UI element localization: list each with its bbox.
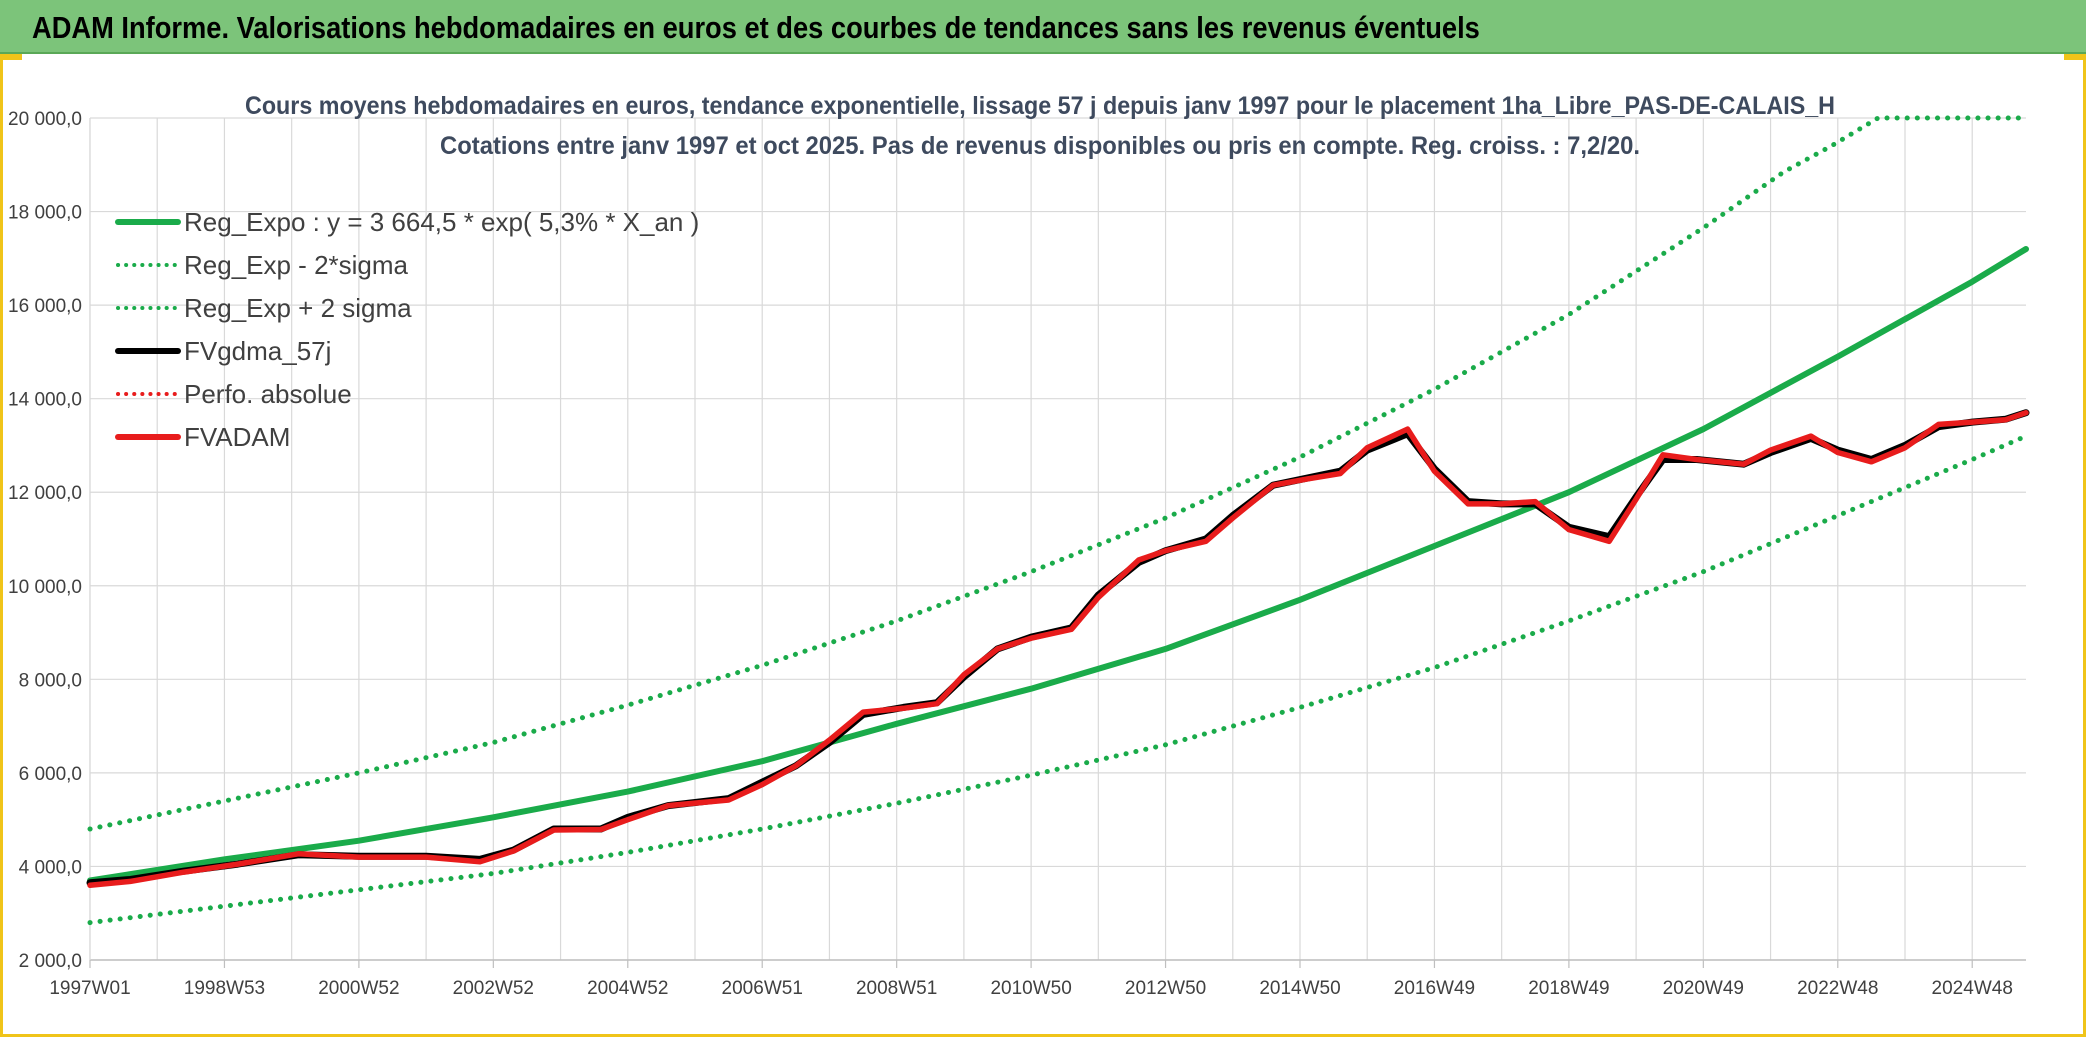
y-tick-label-5: 12 000,0 (8, 483, 82, 504)
frame-corner-right (2064, 54, 2086, 60)
title-banner: ADAM Informe. Valorisations hebdomadaire… (0, 0, 2086, 54)
chart-titles: Cours moyens hebdomadaires en euros, ten… (245, 92, 1835, 160)
banner-title: ADAM Informe. Valorisations hebdomadaire… (32, 10, 1480, 45)
legend-label-0: Reg_Expo : y = 3 664,5 * exp( 5,3% * X_a… (184, 207, 699, 237)
chart-frame (0, 54, 2086, 1037)
x-tick-label-13: 2022W48 (1797, 978, 1878, 999)
y-tick-label-2: 6 000,0 (19, 764, 82, 785)
y-tick-label-1: 4 000,0 (19, 857, 82, 878)
x-tick-label-9: 2014W50 (1259, 978, 1340, 999)
y-tick-label-0: 2 000,0 (19, 951, 82, 972)
x-tick-label-7: 2010W50 (990, 978, 1071, 999)
y-tick-label-4: 10 000,0 (8, 577, 82, 598)
chart-title-line-1: Cotations entre janv 1997 et oct 2025. P… (440, 132, 1640, 160)
legend-label-3: FVgdma_57j (184, 336, 331, 366)
x-tick-label-2: 2000W52 (318, 978, 399, 999)
legend-label-5: FVADAM (184, 422, 290, 452)
legend-label-2: Reg_Exp + 2 sigma (184, 293, 412, 323)
series-line-3 (86, 409, 2030, 887)
series-line-5 (87, 409, 2029, 888)
x-tick-label-14: 2024W48 (1932, 978, 2013, 999)
series-line-2 (87, 115, 2029, 832)
axes: 2 000,0 4 000,0 6 000,0 8 000,0 10 000,0 12 0… (8, 109, 2026, 999)
x-tick-label-6: 2008W51 (856, 978, 937, 999)
frame-corner-left (0, 54, 22, 60)
series-line-0 (87, 246, 2029, 884)
y-tick-label-8: 18 000,0 (8, 203, 82, 224)
x-tick-label-3: 2002W52 (453, 978, 534, 999)
y-tick-label-6: 14 000,0 (8, 390, 82, 411)
x-tick-label-8: 2012W50 (1125, 978, 1206, 999)
y-tick-label-3: 8 000,0 (19, 670, 82, 691)
y-tick-label-7: 16 000,0 (8, 296, 82, 317)
grid-lines (89, 117, 2026, 961)
x-tick-label-10: 2016W49 (1394, 978, 1475, 999)
x-tick-label-1: 1998W53 (184, 978, 265, 999)
legend-label-1: Reg_Exp - 2*sigma (184, 250, 409, 280)
x-tick-label-5: 2006W51 (722, 978, 803, 999)
legend: Reg_Expo : y = 3 664,5 * exp( 5,3% * X_a… (115, 207, 699, 452)
y-tick-label-9: 20 000,0 (8, 109, 82, 130)
x-tick-label-11: 2018W49 (1528, 978, 1609, 999)
series-layer (86, 115, 2030, 926)
x-tick-label-4: 2004W52 (587, 978, 668, 999)
chart-title-line-0: Cours moyens hebdomadaires en euros, ten… (245, 92, 1835, 120)
legend-label-4: Perfo. absolue (184, 379, 352, 409)
x-tick-label-0: 1997W01 (49, 978, 130, 999)
x-tick-label-12: 2020W49 (1663, 978, 1744, 999)
series-line-1 (87, 433, 2029, 926)
